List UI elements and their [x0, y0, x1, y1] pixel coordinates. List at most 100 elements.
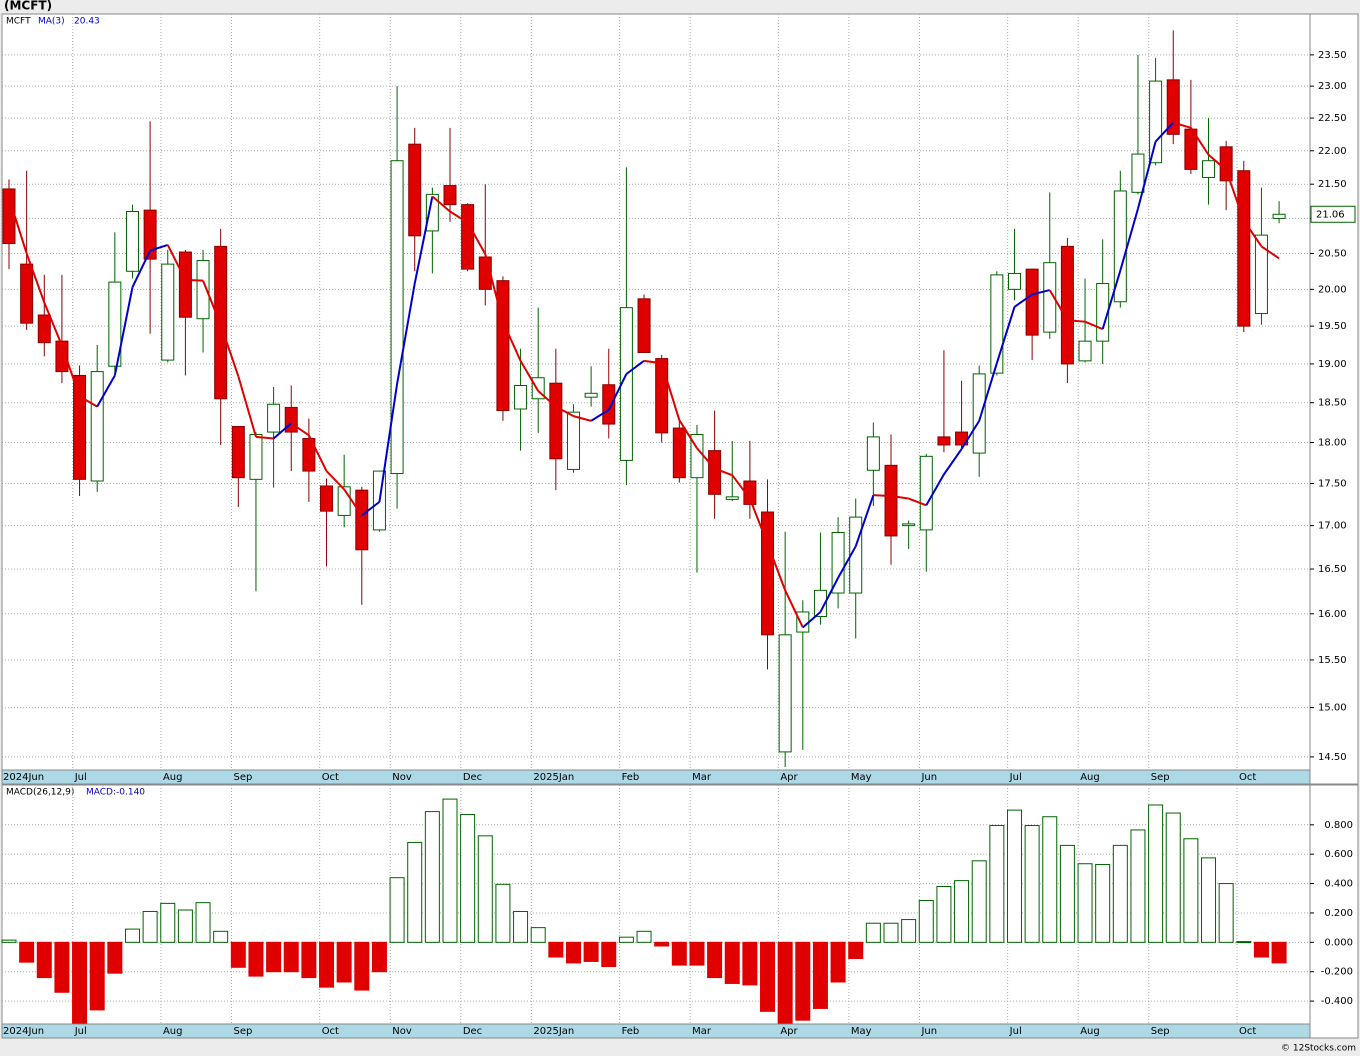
- candle-body: [178, 251, 192, 318]
- candle-body: [1025, 268, 1039, 336]
- ma-line: [79, 395, 98, 408]
- ma-line: [854, 494, 875, 547]
- ma-line: [960, 420, 981, 450]
- x-tick-label: Oct: [1239, 772, 1256, 783]
- ma-line: [819, 577, 839, 613]
- y-tick-label: 16.00: [1318, 609, 1347, 620]
- macd-bar: [1165, 812, 1181, 943]
- macd-bar: [1130, 829, 1146, 943]
- ma-line: [731, 474, 751, 500]
- legend-ma: MA(3): [38, 17, 65, 27]
- macd-bar: [319, 941, 335, 988]
- ma-line: [555, 405, 574, 417]
- macd-bar: [707, 941, 723, 979]
- ma-line: [837, 545, 857, 579]
- macd-bar: [36, 941, 52, 979]
- ma-line: [1154, 121, 1174, 143]
- ma-line: [573, 415, 592, 422]
- y-tick-label: -0.400: [1321, 996, 1353, 1007]
- macd-bar: [513, 910, 529, 943]
- ma-line: [413, 196, 434, 284]
- candle-body: [408, 143, 422, 237]
- macd-bar: [1218, 883, 1234, 943]
- candle-body: [231, 425, 245, 479]
- y-tick-label: 0.600: [1324, 849, 1353, 860]
- ma-line: [96, 374, 116, 408]
- y-tick-label: 19.00: [1318, 359, 1347, 370]
- y-tick-label: 0.400: [1324, 879, 1353, 890]
- candle-body: [866, 436, 880, 471]
- ma-line: [714, 467, 733, 477]
- macd-bar: [1042, 816, 1058, 943]
- candle-body: [813, 589, 827, 618]
- ma-line: [696, 447, 716, 470]
- x-tick-label: Sep: [1151, 772, 1170, 783]
- y-tick-label: 18.50: [1318, 398, 1347, 409]
- macd-bar: [1024, 825, 1040, 943]
- macd-bar: [195, 902, 211, 943]
- candle-body: [20, 263, 34, 324]
- macd-bar: [901, 919, 917, 943]
- candle-body: [1237, 170, 1251, 327]
- candle-body: [919, 455, 933, 531]
- last-price-label: 21.06: [1316, 209, 1345, 220]
- ma-line: [537, 390, 557, 408]
- ma-line: [607, 373, 628, 411]
- ma-line: [466, 222, 487, 255]
- x-tick-label: Nov: [392, 1026, 412, 1037]
- candle-body: [1254, 234, 1268, 315]
- ma-line: [1225, 169, 1245, 221]
- y-tick-label: 18.00: [1318, 438, 1347, 449]
- chart-title: (MCFT): [4, 0, 52, 13]
- ma-line: [978, 362, 998, 422]
- ma-line: [255, 435, 274, 440]
- ma-line: [1242, 219, 1263, 247]
- macd-bar: [1059, 844, 1075, 943]
- candle-body: [1202, 160, 1216, 178]
- candle-body: [143, 209, 157, 260]
- x-tick-label: Oct: [322, 772, 339, 783]
- ma-line: [1172, 121, 1192, 129]
- ma-line: [131, 250, 152, 288]
- y-tick-label: 22.50: [1318, 113, 1347, 124]
- macd-bar: [213, 930, 229, 943]
- x-tick-label: 2024Jun: [3, 1026, 44, 1037]
- macd-bar: [795, 941, 811, 1021]
- y-tick-label: -0.200: [1321, 967, 1353, 978]
- macd-bar: [442, 798, 458, 943]
- date-axis: [1, 769, 1311, 785]
- macd-bar: [954, 880, 970, 943]
- y-tick-label: 17.00: [1318, 521, 1347, 532]
- macd-bar: [283, 941, 299, 973]
- candle-body: [796, 611, 810, 633]
- ma-line: [908, 497, 927, 507]
- ma-line: [1136, 141, 1157, 210]
- macd-bar: [1095, 863, 1111, 943]
- ma-line: [202, 280, 222, 326]
- candle-body: [761, 511, 775, 636]
- candle-body: [302, 437, 316, 472]
- candle-body: [655, 358, 669, 434]
- macd-bar: [124, 928, 140, 943]
- x-tick-label: Jun: [920, 1026, 937, 1037]
- macd-bar: [371, 941, 387, 973]
- ma-line: [149, 244, 169, 252]
- macd-bar: [1, 939, 17, 943]
- candle-body: [355, 489, 369, 551]
- macd-bar: [618, 936, 634, 943]
- candle-body: [390, 160, 404, 475]
- ma-line: [943, 448, 963, 475]
- candle-body: [584, 392, 598, 398]
- x-tick-label: Aug: [163, 1026, 183, 1037]
- macd-bar: [89, 941, 105, 1011]
- ma-line: [237, 375, 257, 438]
- y-tick-label: 14.50: [1318, 752, 1347, 763]
- ma-line: [396, 283, 416, 385]
- candle-body: [1149, 80, 1163, 164]
- macd-bar: [530, 927, 546, 943]
- ma-line: [660, 362, 681, 421]
- candle-body: [2, 188, 16, 245]
- legend-ma-value: 20.43: [74, 17, 100, 27]
- ma-line: [325, 470, 345, 491]
